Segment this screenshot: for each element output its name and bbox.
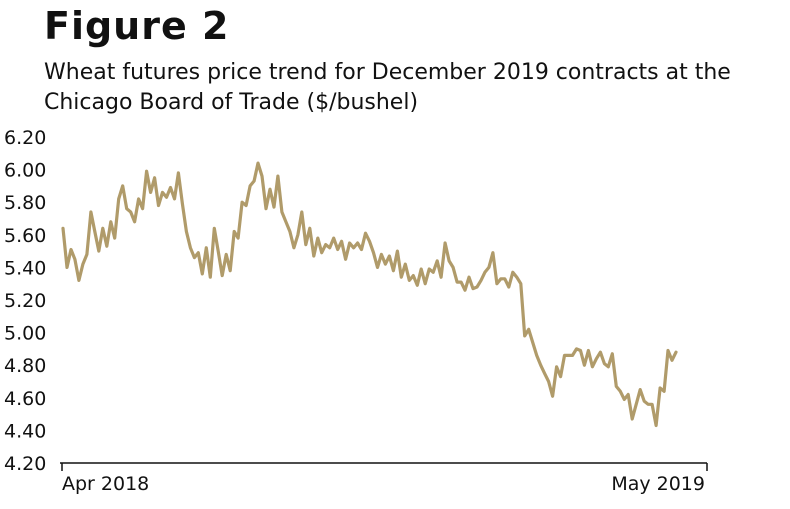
y-tick-label: 5.60 [4,225,46,247]
y-tick-label: 4.20 [4,453,46,475]
y-tick-label: 5.40 [4,257,46,279]
y-axis-ticks: 6.20 6.00 5.80 5.60 5.40 5.20 5.00 4.80 4.60 4.40… [4,127,46,475]
chart-title: Wheat futures price trend for December 2… [44,60,731,115]
y-tick-label: 5.00 [4,323,46,345]
y-tick-label: 4.40 [4,420,46,442]
y-tick-label: 4.80 [4,355,46,377]
y-tick-label: 5.20 [4,290,46,312]
figure-label: Figure 2 [44,4,230,48]
y-tick-label: 6.00 [4,160,46,182]
y-tick-label: 4.60 [4,388,46,410]
series-line-wheat-price [61,161,678,428]
y-tick-label: 6.20 [4,127,46,149]
x-tick-label: May 2019 [611,473,705,495]
x-axis-ticks: Apr 2018 May 2019 [61,463,708,495]
y-tick-label: 5.80 [4,192,46,214]
x-tick-label: Apr 2018 [62,473,149,495]
